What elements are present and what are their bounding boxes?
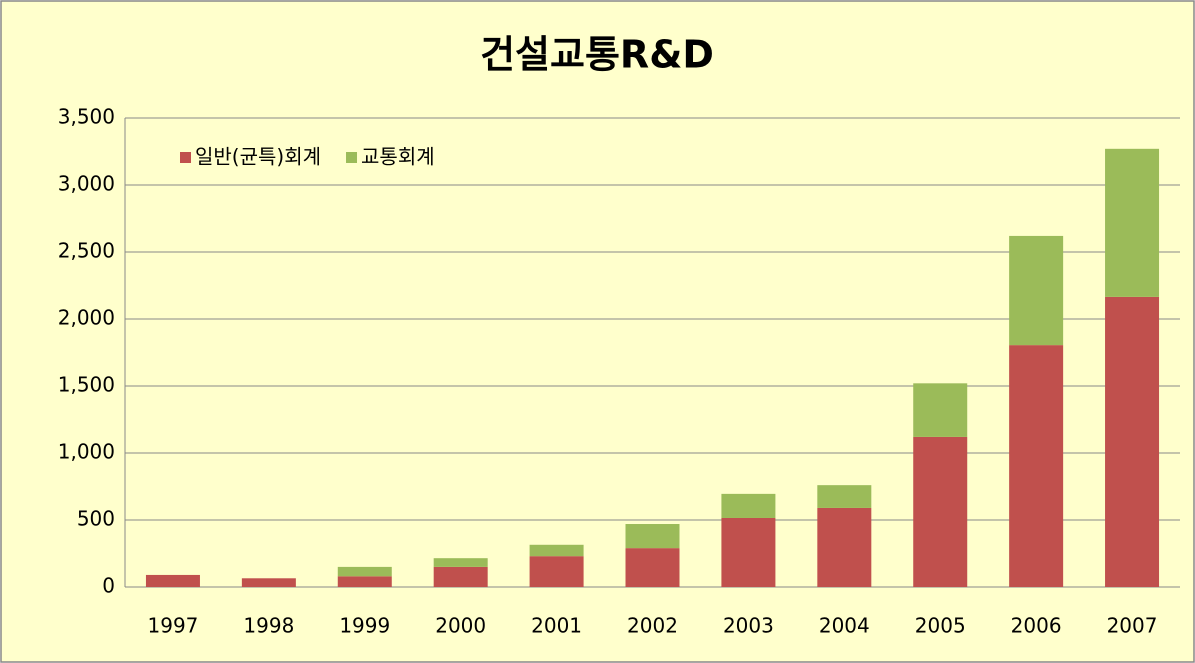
y-tick-label: 1,500 xyxy=(58,373,115,397)
bar-segment xyxy=(433,558,488,567)
y-tick-label: 2,000 xyxy=(58,306,115,330)
bar-segment xyxy=(433,566,488,587)
x-tick-label: 2003 xyxy=(723,614,774,638)
bar-segment xyxy=(1009,235,1064,346)
bar-segment xyxy=(817,507,872,587)
bar-segment xyxy=(625,524,680,549)
y-tick-label: 0 xyxy=(102,574,115,598)
bar-segment xyxy=(721,517,776,587)
x-tick-label: 2006 xyxy=(1011,614,1062,638)
x-tick-label: 2000 xyxy=(435,614,486,638)
bar-segment xyxy=(1105,148,1160,297)
x-tick-label: 1999 xyxy=(339,614,390,638)
x-tick-label: 2002 xyxy=(627,614,678,638)
x-tick-label: 2007 xyxy=(1107,614,1158,638)
x-tick-label: 1998 xyxy=(243,614,294,638)
bar-segment xyxy=(529,544,584,557)
y-tick-label: 3,000 xyxy=(58,172,115,196)
bar-segment xyxy=(337,576,392,587)
bar-segment xyxy=(529,556,584,587)
bar-segment xyxy=(913,383,968,437)
y-tick-label: 3,500 xyxy=(58,105,115,129)
bar-segment xyxy=(913,436,968,587)
legend-label: 일반(균특)회계 xyxy=(195,145,321,169)
chart-title: 건설교통R&D xyxy=(480,33,714,77)
y-tick-label: 1,000 xyxy=(58,440,115,464)
y-tick-label: 500 xyxy=(77,507,115,531)
bar-segment xyxy=(721,493,776,518)
bar-segment xyxy=(1009,345,1064,587)
bar-segment xyxy=(145,574,200,587)
y-tick-label: 2,500 xyxy=(58,239,115,263)
bar-segment xyxy=(625,548,680,587)
bar-segment xyxy=(817,485,872,508)
x-tick-label: 2001 xyxy=(531,614,582,638)
x-tick-label: 1997 xyxy=(148,614,199,638)
x-tick-label: 2004 xyxy=(819,614,870,638)
x-tick-label: 2005 xyxy=(915,614,966,638)
bar-segment xyxy=(1105,296,1160,587)
bar-segment xyxy=(337,566,392,577)
legend-swatch xyxy=(180,152,191,163)
bar-segment xyxy=(241,578,296,587)
legend-swatch xyxy=(346,152,358,163)
legend-label: 교통회계 xyxy=(361,145,435,169)
